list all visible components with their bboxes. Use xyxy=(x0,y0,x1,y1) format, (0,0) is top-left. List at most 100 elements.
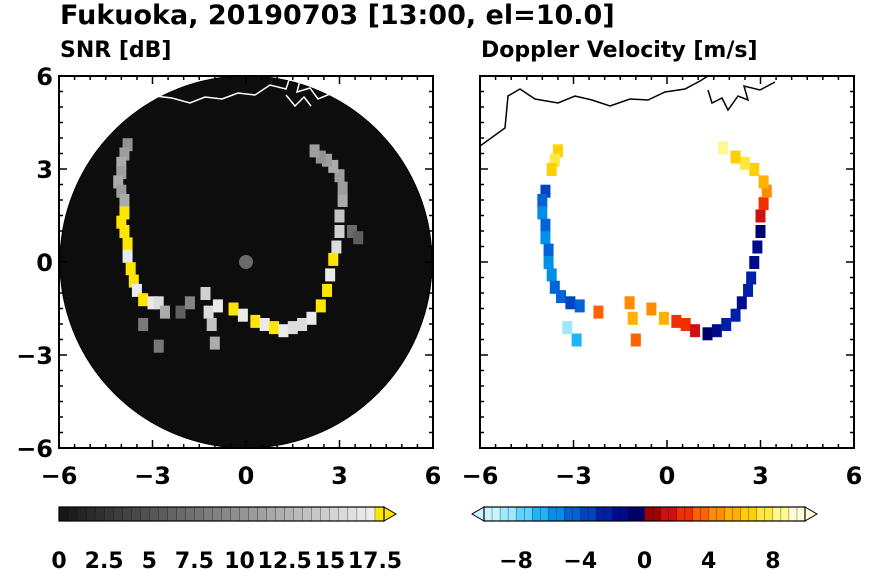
x-tick-label: −3 xyxy=(555,462,592,490)
doppler-colorbar-cell xyxy=(780,506,790,522)
snr-colorbar-cell xyxy=(94,506,105,522)
snr-colorbar-cell xyxy=(284,506,295,522)
doppler-colorbar-cell xyxy=(580,506,589,522)
snr-echo-cell xyxy=(119,225,130,238)
snr-echo-cell xyxy=(175,305,186,319)
snr-colorbar-cell xyxy=(67,506,78,522)
snr-colorbar-cell xyxy=(221,506,232,522)
snr-echo-cell xyxy=(337,181,348,195)
doppler-colorbar-cell xyxy=(700,506,710,522)
doppler-colorbar-cell xyxy=(620,506,629,522)
snr-echo-cell xyxy=(206,318,217,331)
doppler-colorbar-cell xyxy=(588,506,597,522)
snr-echo-cell xyxy=(212,299,223,313)
doppler-echo-cell xyxy=(736,296,747,310)
doppler-colorbar-cell xyxy=(507,506,517,522)
snr-colorbar-cell xyxy=(212,506,223,522)
doppler-colorbar-tick-label: 8 xyxy=(765,549,780,570)
snr-colorbar xyxy=(58,506,397,522)
snr-echo-cell xyxy=(119,147,130,161)
doppler-colorbar-cell xyxy=(724,506,734,522)
doppler-colorbar-cell xyxy=(756,506,766,522)
snr-echo-cell xyxy=(328,252,339,266)
snr-colorbar-cell xyxy=(311,506,322,522)
snr-coastline xyxy=(154,76,331,108)
doppler-colorbar-frame xyxy=(483,506,806,522)
snr-colorbar-tick-label: 17.5 xyxy=(348,549,402,570)
snr-echo-cell xyxy=(259,318,270,331)
snr-echo-cell xyxy=(306,311,317,325)
snr-echo-cell xyxy=(122,249,133,263)
doppler-colorbar-tick-label: −4 xyxy=(563,549,597,570)
doppler-echo-cell xyxy=(749,256,760,269)
snr-echo-cell xyxy=(250,314,261,328)
doppler-colorbar-extend-max xyxy=(804,506,818,522)
snr-echo-cell xyxy=(315,299,326,313)
snr-echo-cell xyxy=(228,302,239,316)
doppler-colorbar-cell xyxy=(548,506,557,522)
snr-echo-cell xyxy=(322,283,333,297)
doppler-echo-cell xyxy=(540,218,551,232)
doppler-coastline xyxy=(480,76,776,147)
snr-echo-cell xyxy=(269,321,280,335)
snr-echo-cell xyxy=(113,175,124,189)
snr-colorbar-cell xyxy=(158,506,168,522)
snr-colorbar-frame xyxy=(58,506,385,522)
doppler-colorbar-cell xyxy=(772,506,782,522)
doppler-echo-cell xyxy=(624,296,635,310)
snr-colorbar-cell xyxy=(338,506,349,522)
y-tick-label: −6 xyxy=(16,435,53,463)
doppler-colorbar-cell xyxy=(540,506,549,522)
snr-echo-cell xyxy=(287,321,298,335)
snr-echo-cell xyxy=(116,156,127,170)
snr-echo-cell xyxy=(309,144,320,158)
snr-echo-cell xyxy=(184,296,195,310)
doppler-echo-cell xyxy=(711,324,722,338)
doppler-echo-cell xyxy=(571,333,582,347)
doppler-echo-cell xyxy=(755,209,766,223)
snr-colorbar-cell xyxy=(194,506,204,522)
snr-echo-cell xyxy=(315,150,326,164)
snr-colorbar-extend-max xyxy=(383,506,397,522)
snr-echo-cell xyxy=(337,194,348,207)
doppler-echo-cell xyxy=(690,324,701,338)
snr-colorbar-cell xyxy=(257,506,268,522)
snr-colorbar-cell xyxy=(167,506,177,522)
doppler-echo-cell xyxy=(546,163,557,176)
snr-echo-cell xyxy=(153,296,164,310)
doppler-echo-cell xyxy=(671,314,682,328)
doppler-colorbar-cell xyxy=(644,506,654,522)
snr-echo-cell xyxy=(297,318,308,331)
snr-colorbar-tick-label: 15 xyxy=(315,549,346,570)
snr-echo-cell xyxy=(325,268,336,282)
snr-colorbar-ticks: 0 2.5 5 7.5 10 12.5 15 17.5 xyxy=(51,549,402,570)
doppler-colorbar-cell xyxy=(523,506,533,522)
doppler-echo-cell xyxy=(658,311,669,325)
y-tick-label: 3 xyxy=(36,156,53,184)
doppler-colorbar-cell xyxy=(596,506,605,522)
snr-colorbar-cell xyxy=(293,506,304,522)
snr-echo-cell xyxy=(278,324,289,338)
snr-echo-cell xyxy=(153,339,164,353)
snr-echo-cell xyxy=(237,308,248,322)
doppler-echo-cell xyxy=(761,184,772,198)
snr-colorbar-cell xyxy=(203,506,214,522)
doppler-plot-area xyxy=(480,76,854,448)
snr-colorbar-tick-label: 0 xyxy=(51,549,66,570)
doppler-echo-cell xyxy=(730,308,741,322)
doppler-echo-cell xyxy=(540,184,551,198)
doppler-colorbar-cell xyxy=(748,506,758,522)
doppler-colorbar-cell xyxy=(692,506,702,522)
snr-colorbar-cell xyxy=(176,506,186,522)
doppler-colorbar-cell xyxy=(515,506,525,522)
doppler-echo-cell xyxy=(702,327,713,341)
doppler-echo-cell xyxy=(749,163,760,176)
snr-colorbar-cell xyxy=(131,506,141,522)
snr-colorbar-cell xyxy=(374,506,385,522)
doppler-colorbar-cell xyxy=(788,506,798,522)
snr-colorbar-cell xyxy=(320,506,331,522)
snr-colorbar-cell xyxy=(248,506,259,522)
snr-colorbar-cell xyxy=(140,506,150,522)
snr-echo-cell xyxy=(138,293,149,307)
